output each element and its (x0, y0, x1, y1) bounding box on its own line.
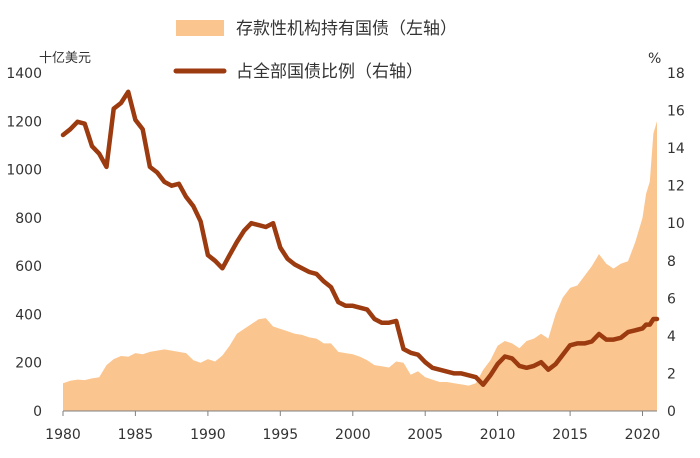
x-tick-label: 1985 (118, 427, 154, 443)
x-tick-label: 1990 (190, 427, 226, 443)
right-axis: 0 2 4 6 8 10 12 14 16 18 (667, 66, 685, 420)
legend-item-area: 存款性机构持有国债（左轴） (176, 19, 457, 39)
legend: 存款性机构持有国债（左轴） 占全部国债比例（右轴） (173, 19, 457, 82)
x-tick-label: 1980 (45, 427, 81, 443)
legend-item-line: 占全部国债比例（右轴） (173, 62, 423, 82)
left-tick-label: 600 (15, 259, 42, 275)
left-tick-label: 0 (33, 404, 42, 420)
x-tick-label: 2010 (480, 427, 516, 443)
left-tick-label: 200 (15, 356, 42, 372)
left-tick-label: 1400 (6, 66, 42, 82)
right-tick-label: 8 (667, 254, 676, 270)
left-tick-label: 1200 (6, 114, 42, 130)
right-tick-label: 6 (667, 291, 676, 307)
left-tick-label: 800 (15, 211, 42, 227)
right-tick-label: 14 (667, 141, 685, 157)
right-tick-label: 10 (667, 216, 685, 232)
left-axis-unit: 十亿美元 (39, 51, 91, 66)
x-tick-label: 2020 (625, 427, 661, 443)
right-tick-label: 12 (667, 179, 685, 195)
area-series-deposit-holdings (63, 121, 657, 412)
right-axis-unit: % (648, 51, 661, 67)
line-series-share-of-treasuries (60, 89, 660, 387)
right-tick-label: 16 (667, 104, 685, 120)
right-tick-label: 0 (667, 404, 676, 420)
legend-label-line: 占全部国债比例（右轴） (236, 62, 423, 82)
x-tick-label: 2005 (407, 427, 443, 443)
x-axis: 1980 1985 1990 1995 2000 2005 2010 2015 2020 (45, 411, 660, 443)
legend-label-area: 存款性机构持有国债（左轴） (236, 19, 457, 39)
right-tick-label: 18 (667, 66, 685, 82)
x-tick-label: 2015 (552, 427, 588, 443)
x-tick-label: 1995 (262, 427, 298, 443)
area-series-layer (63, 121, 657, 412)
left-tick-label: 1000 (6, 163, 42, 179)
right-tick-label: 4 (667, 329, 676, 345)
x-tick-label: 2000 (335, 427, 371, 443)
legend-swatch-area (176, 20, 224, 36)
left-tick-label: 400 (15, 307, 42, 323)
line-series-layer (60, 89, 660, 387)
right-tick-label: 2 (667, 366, 676, 382)
left-axis: 0 200 400 600 800 1000 1200 1400 (6, 66, 42, 420)
